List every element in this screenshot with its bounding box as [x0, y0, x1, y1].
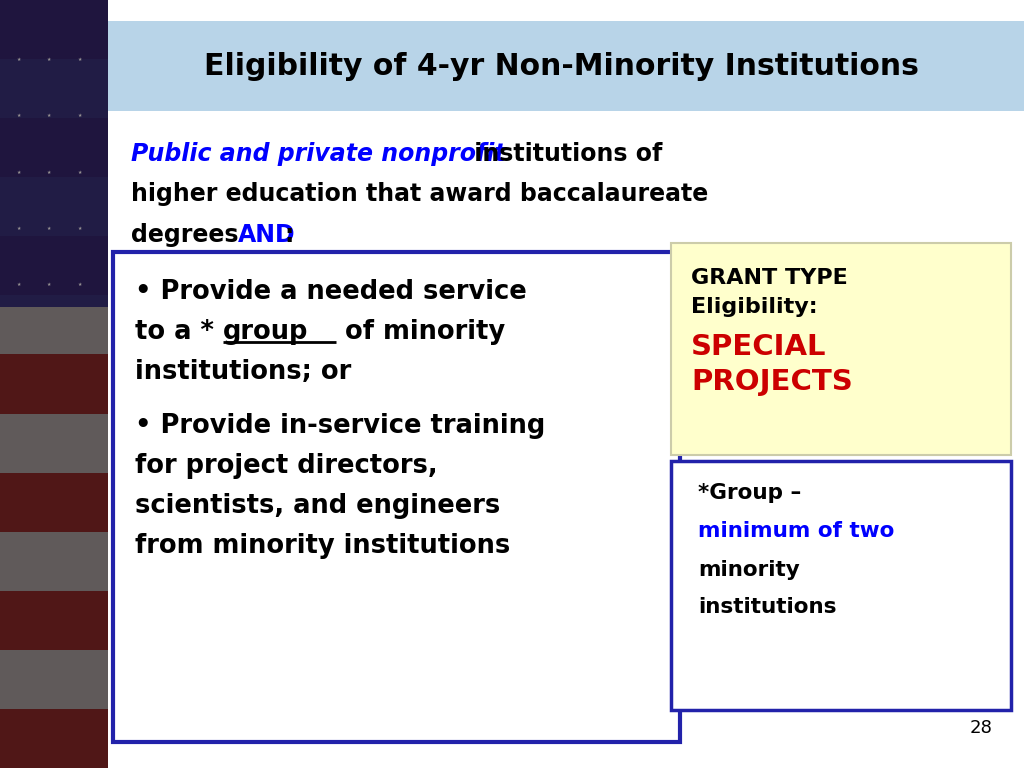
Text: ★: ★	[47, 170, 51, 174]
Text: minimum of two: minimum of two	[698, 521, 895, 541]
Text: PROJECTS: PROJECTS	[691, 368, 853, 396]
FancyBboxPatch shape	[0, 531, 108, 591]
Text: ★: ★	[16, 114, 20, 118]
Text: ★: ★	[47, 282, 51, 286]
Text: 28: 28	[970, 719, 992, 737]
Text: ★: ★	[78, 58, 82, 62]
FancyBboxPatch shape	[0, 0, 108, 59]
Text: *Group –: *Group –	[698, 483, 802, 503]
Text: GRANT TYPE: GRANT TYPE	[691, 268, 848, 288]
FancyBboxPatch shape	[0, 237, 108, 296]
FancyBboxPatch shape	[0, 472, 108, 531]
Text: AND: AND	[238, 223, 295, 247]
Text: degrees: degrees	[131, 223, 247, 247]
Text: ★: ★	[78, 170, 82, 174]
Text: ★: ★	[47, 114, 51, 118]
Text: institutions: institutions	[698, 597, 837, 617]
Text: for project directors,: for project directors,	[135, 453, 438, 479]
FancyBboxPatch shape	[0, 296, 108, 355]
Text: higher education that award baccalaureate: higher education that award baccalaureat…	[131, 182, 709, 207]
Text: ★: ★	[16, 58, 20, 62]
Text: ★: ★	[16, 282, 20, 286]
Text: ★: ★	[78, 282, 82, 286]
FancyBboxPatch shape	[0, 59, 108, 118]
Text: ★: ★	[16, 226, 20, 230]
Text: • Provide a needed service: • Provide a needed service	[135, 279, 527, 305]
Text: ★: ★	[78, 226, 82, 230]
Text: ★: ★	[16, 170, 20, 174]
FancyBboxPatch shape	[0, 0, 108, 768]
Text: scientists, and engineers: scientists, and engineers	[135, 493, 501, 519]
Text: institutions; or: institutions; or	[135, 359, 351, 385]
Text: ★: ★	[47, 58, 51, 62]
FancyBboxPatch shape	[0, 177, 108, 237]
Text: • Provide in-service training: • Provide in-service training	[135, 413, 546, 439]
Text: Eligibility:: Eligibility:	[691, 297, 818, 317]
FancyBboxPatch shape	[0, 591, 108, 650]
Text: to a *: to a *	[135, 319, 214, 345]
FancyBboxPatch shape	[0, 650, 108, 709]
Text: Eligibility of 4-yr Non-Minority Institutions: Eligibility of 4-yr Non-Minority Institu…	[204, 51, 919, 81]
Text: ★: ★	[78, 114, 82, 118]
FancyBboxPatch shape	[0, 413, 108, 472]
FancyBboxPatch shape	[0, 709, 108, 768]
Text: of minority: of minority	[336, 319, 505, 345]
FancyBboxPatch shape	[0, 0, 108, 307]
FancyBboxPatch shape	[671, 461, 1011, 710]
FancyBboxPatch shape	[0, 118, 108, 177]
Text: from minority institutions: from minority institutions	[135, 533, 510, 559]
Text: Public and private nonprofit: Public and private nonprofit	[131, 141, 506, 166]
Text: :: :	[285, 223, 294, 247]
FancyBboxPatch shape	[113, 252, 680, 742]
Text: ★: ★	[47, 226, 51, 230]
Text: group: group	[223, 319, 308, 345]
FancyBboxPatch shape	[671, 243, 1011, 455]
FancyBboxPatch shape	[0, 0, 108, 768]
Text: institutions of: institutions of	[466, 141, 663, 166]
FancyBboxPatch shape	[108, 21, 1024, 111]
FancyBboxPatch shape	[0, 355, 108, 413]
Text: SPECIAL: SPECIAL	[691, 333, 826, 361]
Text: minority: minority	[698, 560, 800, 580]
